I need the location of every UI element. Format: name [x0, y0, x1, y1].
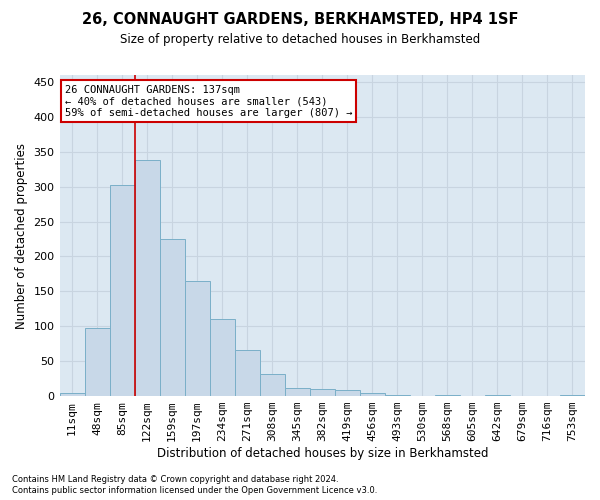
- Text: Contains HM Land Registry data © Crown copyright and database right 2024.: Contains HM Land Registry data © Crown c…: [12, 475, 338, 484]
- Text: Size of property relative to detached houses in Berkhamsted: Size of property relative to detached ho…: [120, 32, 480, 46]
- Bar: [335, 390, 360, 396]
- X-axis label: Distribution of detached houses by size in Berkhamsted: Distribution of detached houses by size …: [157, 447, 488, 460]
- Bar: [185, 281, 209, 396]
- Bar: [360, 392, 385, 396]
- Text: Contains public sector information licensed under the Open Government Licence v3: Contains public sector information licen…: [12, 486, 377, 495]
- Bar: [260, 374, 285, 396]
- Bar: [310, 389, 335, 396]
- Text: 26, CONNAUGHT GARDENS, BERKHAMSTED, HP4 1SF: 26, CONNAUGHT GARDENS, BERKHAMSTED, HP4 …: [82, 12, 518, 28]
- Bar: [209, 320, 235, 396]
- Bar: [134, 160, 160, 396]
- Bar: [435, 394, 460, 396]
- Bar: [110, 184, 134, 396]
- Bar: [85, 328, 110, 396]
- Bar: [59, 394, 85, 396]
- Bar: [235, 350, 260, 396]
- Bar: [160, 239, 185, 396]
- Y-axis label: Number of detached properties: Number of detached properties: [15, 142, 28, 328]
- Text: 26 CONNAUGHT GARDENS: 137sqm
← 40% of detached houses are smaller (543)
59% of s: 26 CONNAUGHT GARDENS: 137sqm ← 40% of de…: [65, 84, 352, 118]
- Bar: [285, 388, 310, 396]
